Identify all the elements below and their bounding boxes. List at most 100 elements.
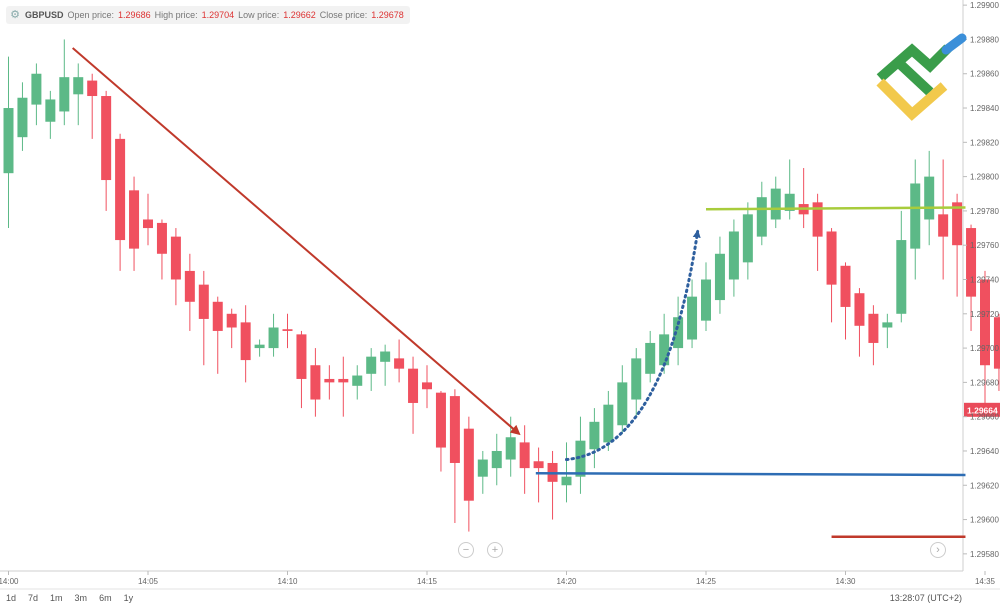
candle	[129, 177, 139, 271]
candle	[157, 219, 167, 279]
candle	[324, 365, 334, 399]
x-tick-label: 14:10	[277, 577, 298, 586]
candle-body	[492, 451, 502, 468]
close-label: Close price:	[320, 10, 368, 20]
candle	[422, 365, 432, 408]
y-tick-label: 1.29620	[970, 481, 999, 490]
range-button-6m[interactable]: 6m	[99, 593, 112, 603]
candle	[436, 391, 446, 472]
candle-body	[534, 461, 544, 468]
candle-body	[757, 197, 767, 236]
y-tick-label: 1.29680	[970, 378, 999, 387]
candle	[492, 434, 502, 485]
candle-body	[213, 302, 223, 331]
candle	[59, 39, 69, 125]
y-tick-label: 1.29700	[970, 344, 999, 353]
candle-body	[255, 345, 265, 348]
candle-body	[520, 442, 530, 468]
candle-body	[994, 317, 1000, 368]
candle	[882, 314, 892, 348]
candle	[910, 159, 920, 279]
candle-body	[143, 219, 153, 228]
candle	[227, 309, 237, 348]
candle-body	[199, 285, 209, 319]
price-legend: ⚙ GBPUSD Open price: 1.29686 High price:…	[6, 6, 410, 24]
candle-body	[589, 422, 599, 449]
x-tick-label: 14:20	[556, 577, 577, 586]
y-tick-label: 1.29860	[970, 70, 999, 79]
y-tick-label: 1.29660	[970, 413, 999, 422]
candle-body	[394, 358, 404, 368]
candle-body	[478, 460, 488, 477]
candle-body	[631, 358, 641, 399]
x-tick-label: 14:35	[975, 577, 996, 586]
candle	[255, 340, 265, 357]
candle	[938, 159, 948, 279]
range-selector: 1d 7d 1m 3m 6m 1y	[6, 593, 133, 603]
low-value: 1.29662	[283, 10, 316, 20]
zoom-out-button[interactable]: −	[458, 542, 474, 558]
candle	[548, 451, 558, 520]
candle-body	[645, 343, 655, 374]
candle-body	[338, 379, 348, 382]
candle-body	[73, 77, 83, 94]
y-tick-label: 1.29720	[970, 310, 999, 319]
resistance-line	[706, 207, 965, 209]
candle-body	[296, 334, 306, 379]
range-button-7d[interactable]: 7d	[28, 593, 38, 603]
candle-body	[743, 214, 753, 262]
candle-body	[45, 99, 55, 121]
y-tick-label: 1.29600	[970, 516, 999, 525]
y-tick-label: 1.29640	[970, 447, 999, 456]
candle-body	[659, 334, 669, 365]
candle	[31, 63, 41, 125]
candle	[617, 365, 627, 434]
x-tick-label: 14:25	[696, 577, 717, 586]
candle-body	[896, 240, 906, 314]
candle-body	[129, 190, 139, 248]
candle-body	[562, 477, 572, 486]
candle	[729, 219, 739, 296]
candle	[687, 279, 697, 348]
zoom-in-button[interactable]: +	[487, 542, 503, 558]
candle-body	[603, 405, 613, 443]
range-button-3m[interactable]: 3m	[75, 593, 88, 603]
candle-body	[101, 96, 111, 180]
candle	[589, 408, 599, 468]
candle	[199, 271, 209, 365]
candle-body	[157, 223, 167, 254]
low-label: Low price:	[238, 10, 279, 20]
candle	[352, 365, 362, 399]
candle-body	[729, 231, 739, 279]
candle-body	[771, 189, 781, 220]
candle-body	[31, 74, 41, 105]
candle	[115, 134, 125, 271]
candle-body	[450, 396, 460, 463]
candle-body	[868, 314, 878, 343]
candle-body	[171, 237, 181, 280]
range-button-1d[interactable]: 1d	[6, 593, 16, 603]
candle	[408, 357, 418, 434]
candle-body	[910, 183, 920, 248]
candle-body	[352, 376, 362, 386]
candle	[896, 211, 906, 322]
scroll-right-button[interactable]: ›	[930, 542, 946, 558]
candle-body	[854, 293, 864, 326]
gear-icon[interactable]: ⚙	[9, 9, 21, 21]
candle	[366, 348, 376, 391]
candle	[743, 202, 753, 279]
candle-body	[924, 177, 934, 220]
x-tick-label: 14:30	[835, 577, 856, 586]
candle	[924, 151, 934, 245]
range-button-1y[interactable]: 1y	[124, 593, 134, 603]
candle	[841, 262, 851, 339]
candle	[213, 297, 223, 374]
range-button-1m[interactable]: 1m	[50, 593, 63, 603]
y-tick-label: 1.29580	[970, 550, 999, 559]
candle	[394, 340, 404, 383]
x-tick-label: 14:00	[0, 577, 19, 586]
candle	[450, 389, 460, 523]
x-tick-label: 14:05	[138, 577, 159, 586]
